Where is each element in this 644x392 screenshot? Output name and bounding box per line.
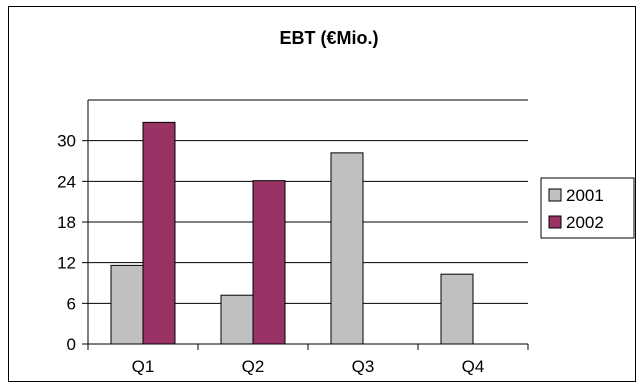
legend-label-2002: 2002 [566, 213, 604, 232]
bar-2002-Q1 [142, 121, 176, 345]
x-tick-label: Q2 [242, 357, 265, 376]
bars-layer [110, 121, 474, 345]
y-tick-label: 24 [57, 172, 76, 191]
y-tick-label: 0 [67, 335, 76, 354]
bar-2001-Q2 [220, 294, 254, 345]
bar-2001-Q1 [110, 264, 144, 345]
x-tick-label: Q3 [352, 357, 375, 376]
axes-layer [82, 100, 529, 350]
y-tick-label: 6 [67, 294, 76, 313]
y-tick-label: 30 [57, 132, 76, 151]
chart-title: EBT (€Mio.) [280, 28, 379, 48]
bar-2001-Q3 [330, 152, 364, 345]
x-tick-label: Q1 [132, 357, 155, 376]
legend-swatch-2001 [548, 188, 562, 202]
legend-swatch-2002 [548, 215, 562, 229]
bar-2001-Q4 [440, 273, 474, 345]
y-tick-label: 18 [57, 213, 76, 232]
legend: 2001 2002 [540, 177, 635, 239]
bar-2002-Q2 [252, 180, 286, 345]
y-tick-label: 12 [57, 254, 76, 273]
x-tick-label: Q4 [462, 357, 485, 376]
labels-layer: 0 6 12 18 24 30 Q1 Q2 Q3 Q4 [57, 132, 484, 376]
legend-label-2001: 2001 [566, 186, 604, 205]
